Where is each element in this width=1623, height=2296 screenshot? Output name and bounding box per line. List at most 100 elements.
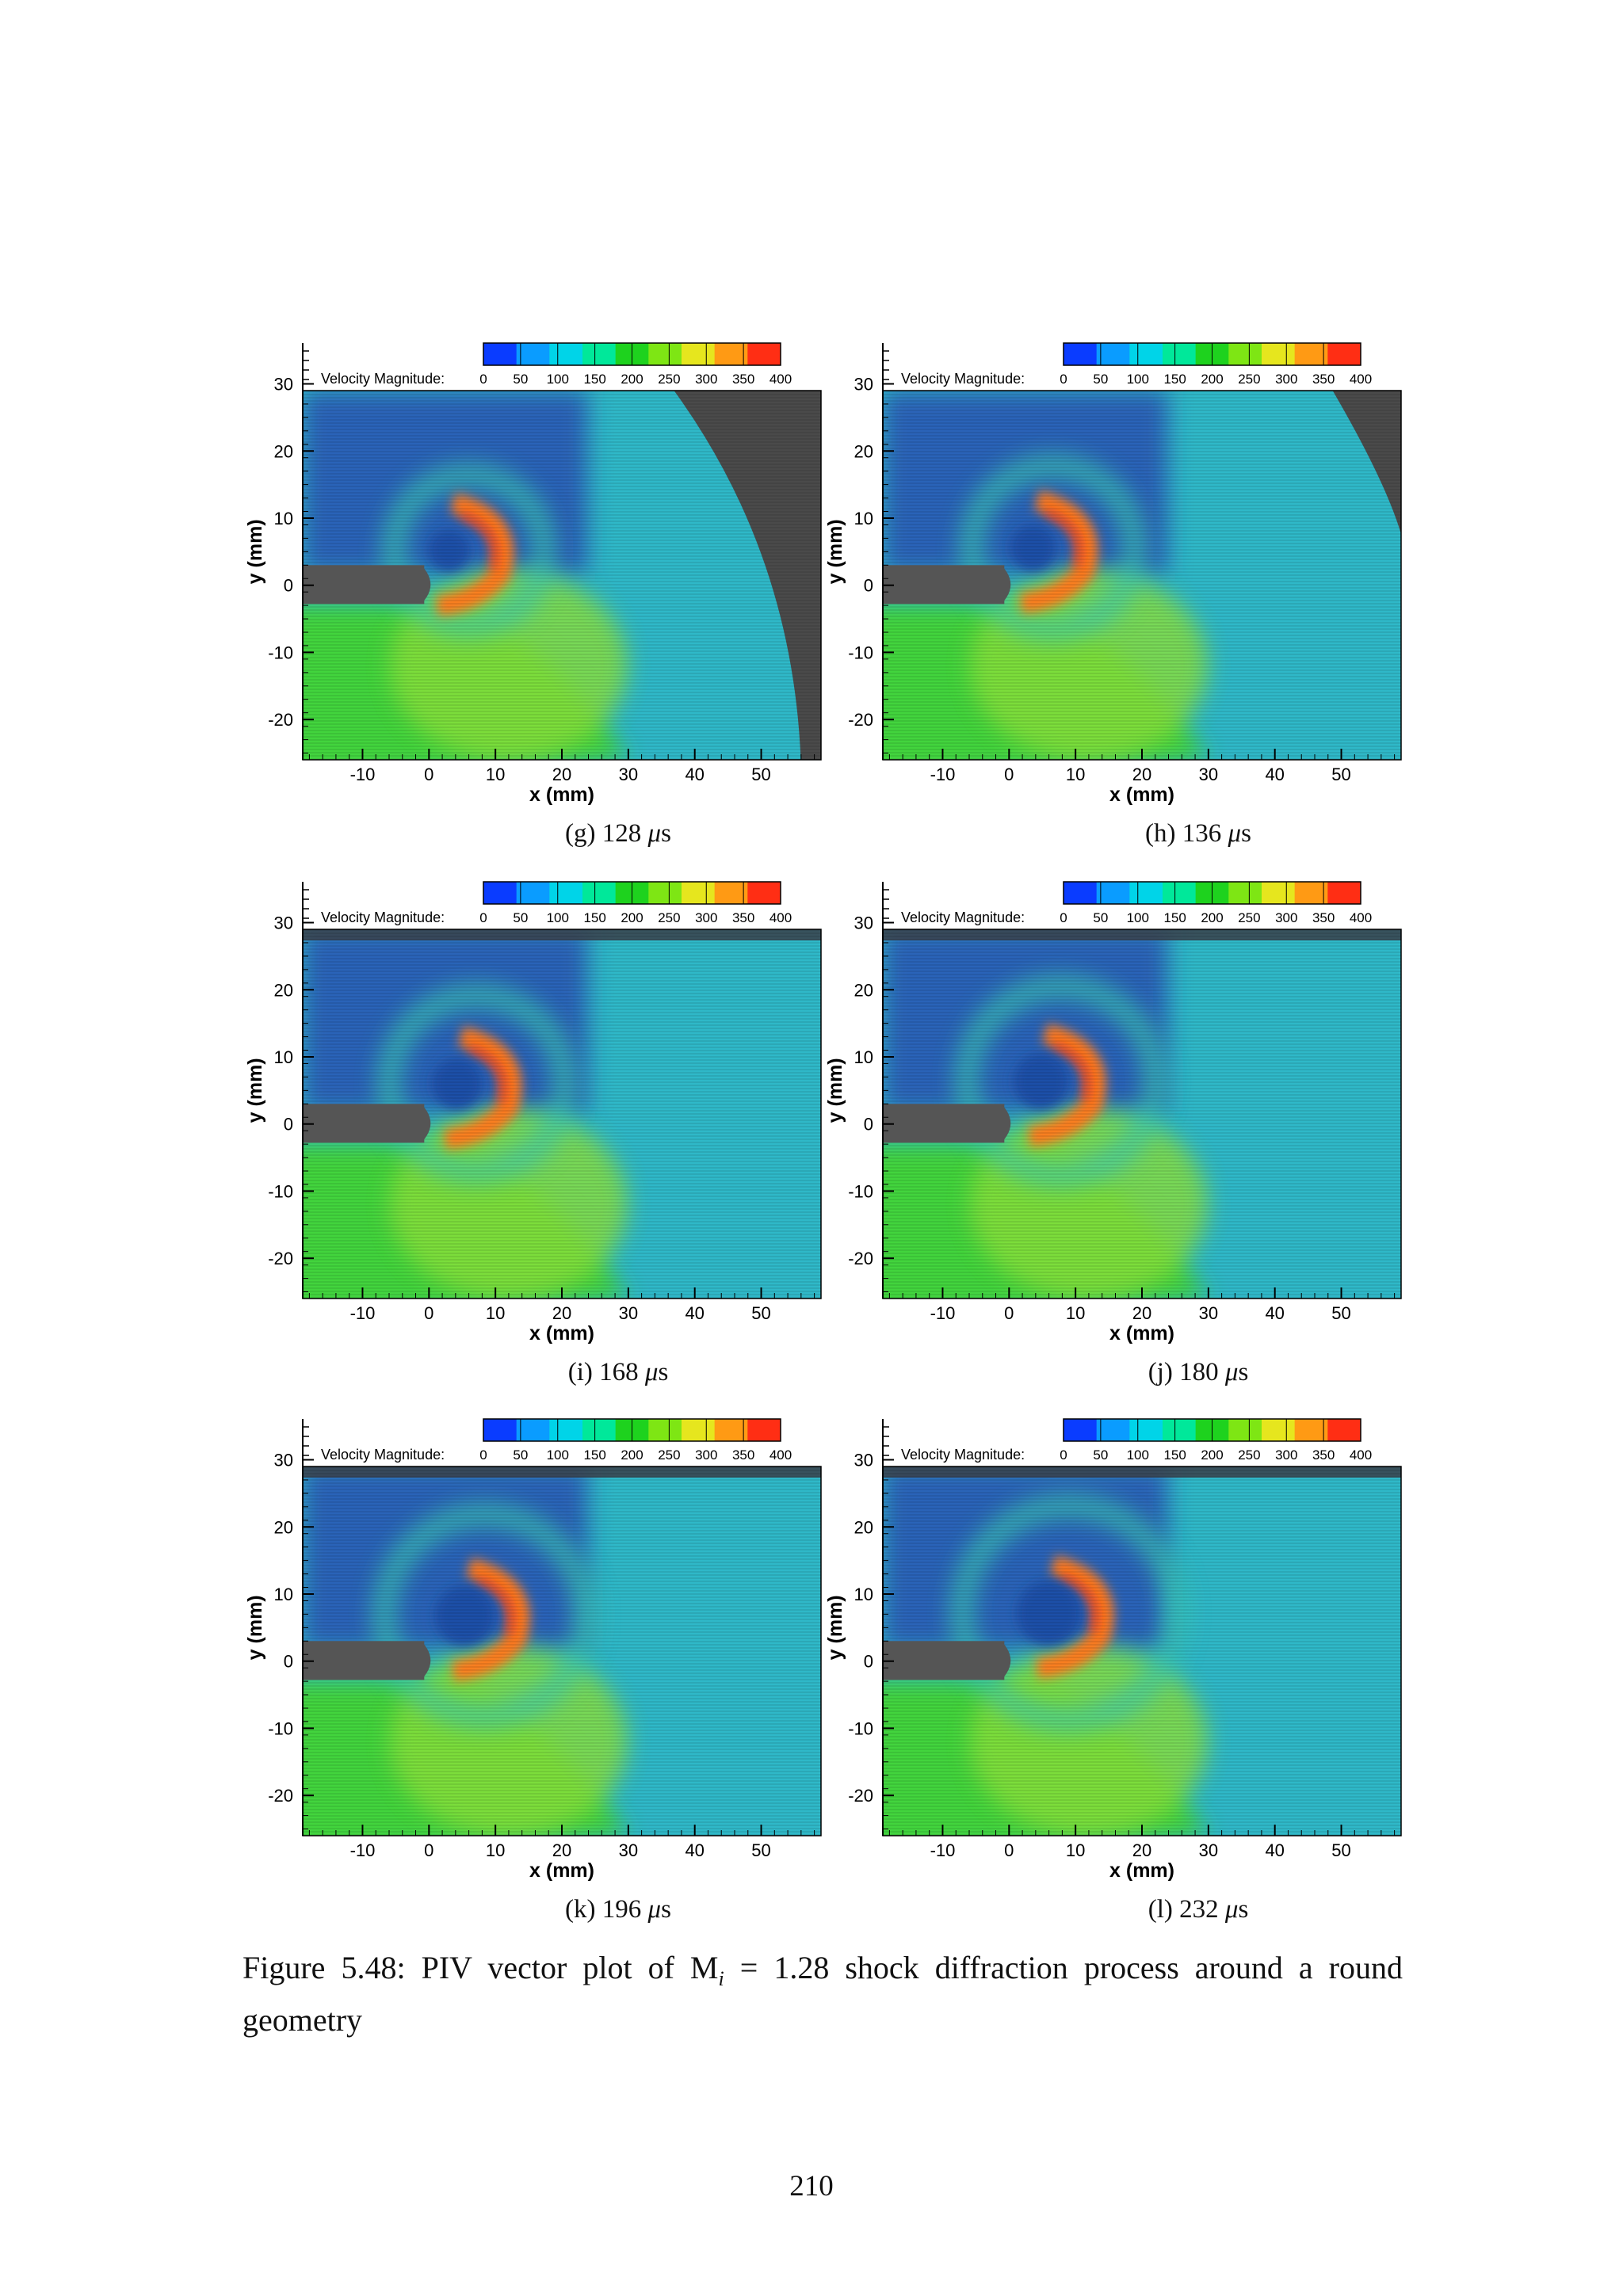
colorbar-tick-label: 200 <box>1201 1447 1223 1463</box>
colorbar-label: Velocity Magnitude: <box>321 1447 445 1463</box>
y-tick-label: -10 <box>848 1181 873 1201</box>
colorbar-segment <box>1129 882 1163 904</box>
colorbar-tick-label: 300 <box>1275 372 1297 387</box>
colorbar-tick-label: 150 <box>1163 1447 1186 1463</box>
y-tick-label: -10 <box>268 643 293 662</box>
x-tick-label: 30 <box>619 1303 638 1323</box>
colorbar-tick-label: 0 <box>479 372 487 387</box>
x-tick-label: 40 <box>1265 1303 1284 1323</box>
x-tick-label: 30 <box>619 765 638 784</box>
colorbar-tick-label: 100 <box>547 372 569 387</box>
y-tick-label: 10 <box>854 509 873 528</box>
colorbar-tick-label: 250 <box>1238 910 1260 925</box>
colorbar-segment <box>1228 882 1262 904</box>
velocity-field <box>303 929 821 1299</box>
y-tick-label: -10 <box>268 1181 293 1201</box>
colorbar-segment <box>516 343 550 365</box>
colorbar-tick-label: 200 <box>621 1447 643 1463</box>
colorbar-segment <box>549 882 583 904</box>
x-tick-label: -10 <box>930 1840 956 1860</box>
colorbar-segment <box>1096 1419 1130 1441</box>
colorbar-segment <box>1064 1419 1098 1441</box>
colorbar-segment <box>648 343 682 365</box>
x-tick-label: 10 <box>1066 1303 1085 1323</box>
colorbar-tick-label: 400 <box>769 372 792 387</box>
colorbar-tick-label: 300 <box>1275 910 1297 925</box>
colorbar-segment <box>682 343 716 365</box>
colorbar-tick-label: 0 <box>479 1447 487 1463</box>
colorbar-tick-label: 350 <box>1312 910 1335 925</box>
colorbar-segment <box>1327 882 1361 904</box>
colorbar-segment <box>747 343 781 365</box>
round-wall-tip <box>1001 1641 1011 1680</box>
colorbar-segment <box>549 1419 583 1441</box>
x-tick-label: 50 <box>751 765 770 784</box>
colorbar-segment <box>483 1419 517 1441</box>
velocity-field <box>883 391 1401 760</box>
x-tick-label: 50 <box>751 1303 770 1323</box>
colorbar-tick-label: 0 <box>1060 372 1067 387</box>
x-tick-label: 50 <box>1331 1840 1350 1860</box>
velocity-field <box>303 391 821 760</box>
x-tick-label: 40 <box>685 765 704 784</box>
x-tick-label: 30 <box>1199 1840 1218 1860</box>
subfigure-caption: (h) 136 μs <box>802 819 1594 849</box>
x-tick-label: 40 <box>685 1840 704 1860</box>
piv-panel-h: 30 20 10 0 -10 -20 -10 0 10 20 30 40 50 x (mm) y (mm) 0… <box>802 339 1594 848</box>
y-tick-label: 0 <box>284 1115 293 1135</box>
figure-caption: Figure 5.48: PIV vector plot of Mi = 1.2… <box>242 1950 1403 2038</box>
x-tick-label: 30 <box>1199 1303 1218 1323</box>
y-axis-title: y (mm) <box>824 1595 846 1660</box>
y-tick-label: 30 <box>854 1451 873 1470</box>
x-tick-label: -10 <box>930 765 956 784</box>
colorbar-tick-label: 250 <box>658 372 680 387</box>
colorbar-tick-label: 50 <box>1093 372 1108 387</box>
colorbar-segment <box>1163 343 1197 365</box>
colorbar-segment <box>648 882 682 904</box>
colorbar-tick-label: 100 <box>547 1447 569 1463</box>
x-axis-title: x (mm) <box>529 784 594 806</box>
y-tick-label: 30 <box>274 913 293 933</box>
colorbar-tick-label: 300 <box>695 372 717 387</box>
colorbar-label: Velocity Magnitude: <box>321 371 445 387</box>
colorbar-tick-label: 350 <box>1312 1447 1335 1463</box>
x-tick-label: 50 <box>751 1840 770 1860</box>
subfigure-label: (g) 128 <box>565 819 648 848</box>
colorbar-segment <box>648 1419 682 1441</box>
y-tick-label: 0 <box>284 576 293 596</box>
colorbar-tick-label: 0 <box>1060 910 1067 925</box>
velocity-field <box>883 1466 1401 1836</box>
subfigure-caption: (j) 180 μs <box>802 1358 1594 1387</box>
x-tick-label: 40 <box>685 1303 704 1323</box>
colorbar-tick-label: 50 <box>513 372 528 387</box>
colorbar-segment <box>714 343 748 365</box>
colorbar-segment <box>582 1419 617 1441</box>
colorbar-tick-label: 200 <box>621 372 643 387</box>
y-axis-title: y (mm) <box>824 519 846 584</box>
y-tick-label: -20 <box>848 1249 873 1268</box>
colorbar-segment <box>516 882 550 904</box>
y-axis-title: y (mm) <box>244 1058 266 1123</box>
colorbar-segment <box>1294 882 1328 904</box>
round-wall-tip <box>421 1641 431 1680</box>
colorbar-tick-label: 100 <box>547 910 569 925</box>
splitter-wall <box>883 1641 1005 1680</box>
colorbar-segment <box>1262 882 1296 904</box>
colorbar-segment <box>1096 343 1130 365</box>
x-tick-label: 0 <box>1004 1303 1014 1323</box>
subfigure-label: (i) 168 <box>567 1358 645 1386</box>
y-tick-label: -20 <box>268 1249 293 1268</box>
colorbar-tick-label: 150 <box>1163 910 1186 925</box>
colorbar-label: Velocity Magnitude: <box>901 371 1025 387</box>
round-wall-tip <box>421 565 431 605</box>
colorbar-tick-label: 150 <box>583 372 605 387</box>
unit-text: s <box>658 1358 669 1386</box>
colorbar-segment <box>1294 343 1328 365</box>
colorbar-segment <box>1294 1419 1328 1441</box>
colorbar-segment <box>1327 343 1361 365</box>
x-tick-label: -10 <box>930 1303 956 1323</box>
y-tick-label: 10 <box>854 1585 873 1604</box>
x-tick-label: 10 <box>1066 765 1085 784</box>
